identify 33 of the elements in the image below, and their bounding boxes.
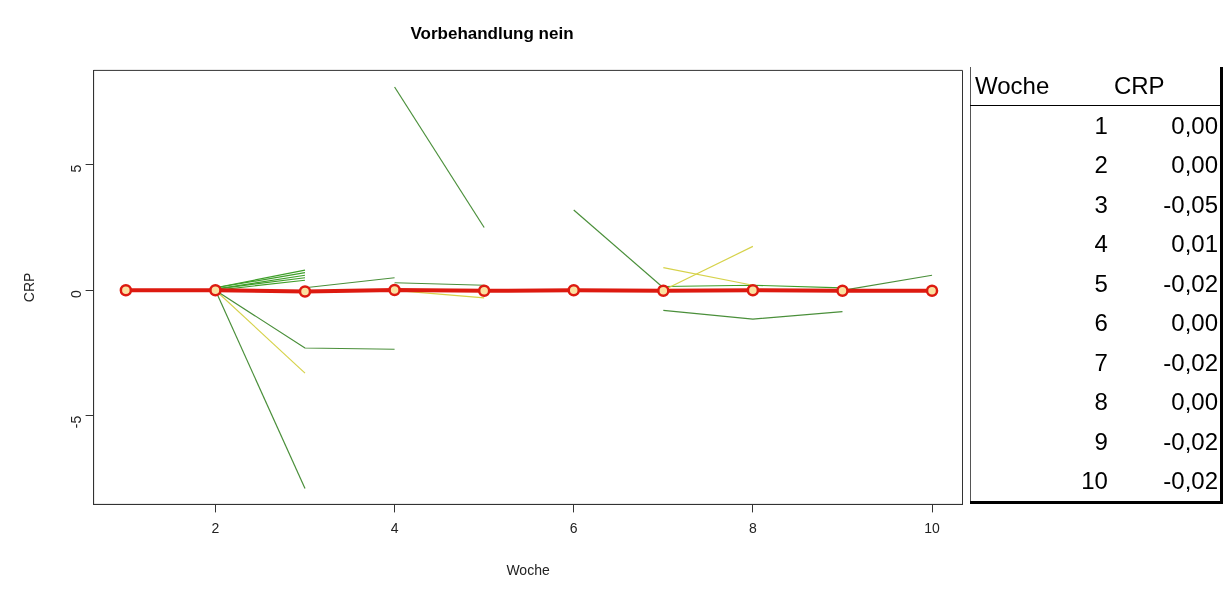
text: -0,02 [1162, 347, 1219, 378]
text: 6 [1093, 308, 1109, 339]
x-tick-label: 10 [924, 519, 941, 536]
chart-title: Vorbehandlung nein [410, 23, 574, 43]
text: 0,00 [1170, 387, 1219, 418]
text: -0,02 [1162, 426, 1219, 457]
y-tick-label: 0 [68, 290, 85, 299]
text: 0,00 [1170, 308, 1219, 339]
x-tick-label: 4 [390, 519, 399, 536]
text: 1 [1093, 110, 1109, 141]
text: 0,00 [1170, 150, 1219, 181]
x-tick-label: 8 [748, 519, 757, 536]
text: 2 [1093, 150, 1109, 181]
text: 7 [1093, 347, 1109, 378]
text: -0,02 [1162, 466, 1219, 497]
text: CRP [1112, 71, 1166, 101]
text: Woche [974, 71, 1051, 101]
text: 0,00 [1170, 110, 1219, 141]
text: 4 [1093, 229, 1109, 260]
text: 3 [1093, 189, 1109, 220]
x-tick-label: 2 [211, 519, 220, 536]
x-axis-title: Woche [506, 562, 550, 579]
text: -0,05 [1162, 189, 1219, 220]
text: 0,01 [1170, 229, 1219, 260]
y-axis-title: CRP [21, 272, 38, 303]
text: -0,02 [1162, 268, 1219, 299]
text: 8 [1093, 387, 1109, 418]
y-tick-label: -5 [68, 415, 85, 429]
x-tick-label: 6 [569, 519, 578, 536]
text: 9 [1093, 426, 1109, 457]
y-tick-label: 5 [68, 164, 85, 173]
text: 10 [1080, 466, 1109, 497]
text: 5 [1093, 268, 1109, 299]
